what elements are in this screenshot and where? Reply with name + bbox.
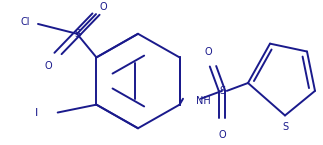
- Text: O: O: [44, 61, 52, 71]
- Text: O: O: [218, 130, 226, 140]
- Text: S: S: [219, 86, 225, 96]
- Text: O: O: [204, 47, 212, 57]
- Text: O: O: [99, 2, 107, 12]
- Text: NH: NH: [196, 96, 211, 106]
- Text: S: S: [74, 29, 80, 39]
- Text: Cl: Cl: [20, 17, 30, 27]
- Text: S: S: [282, 122, 288, 132]
- Text: I: I: [35, 108, 38, 118]
